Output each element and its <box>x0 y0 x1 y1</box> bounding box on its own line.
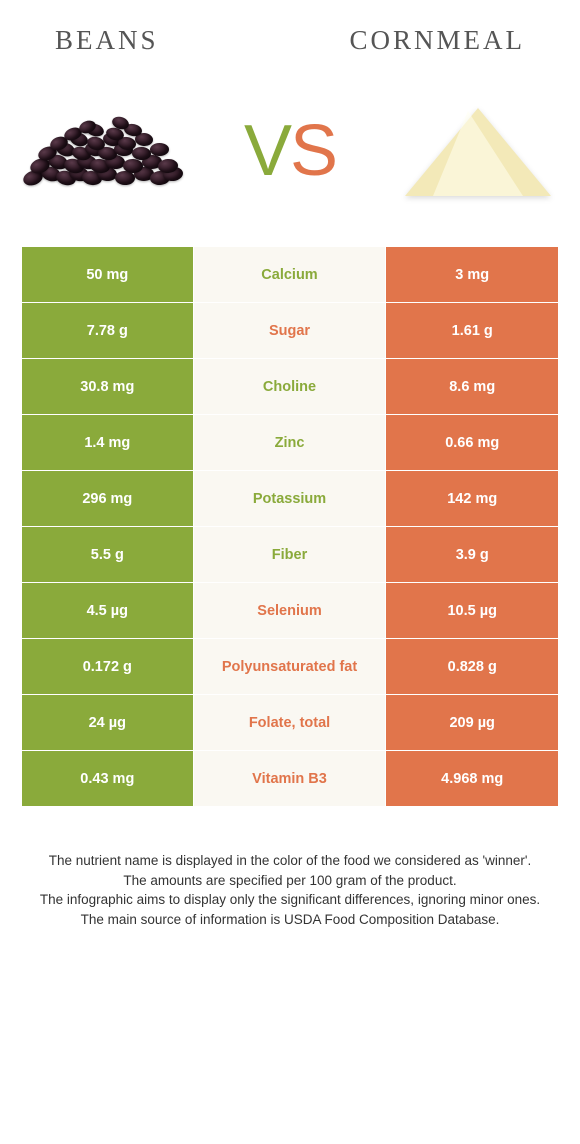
right-value: 0.66 mg <box>386 415 558 470</box>
nutrient-table: 50 mgCalcium3 mg7.78 gSugar1.61 g30.8 mg… <box>22 246 558 806</box>
table-row: 30.8 mgCholine8.6 mg <box>22 358 558 414</box>
table-row: 296 mgPotassium142 mg <box>22 470 558 526</box>
nutrient-label: Polyunsaturated fat <box>194 639 387 694</box>
beans-image <box>20 91 185 211</box>
header: BEANS CORNMEAL <box>0 0 580 71</box>
left-food-title: BEANS <box>55 25 159 56</box>
versus-row: V S <box>0 71 580 246</box>
left-value: 296 mg <box>22 471 194 526</box>
right-value: 1.61 g <box>386 303 558 358</box>
table-row: 24 µgFolate, total209 µg <box>22 694 558 750</box>
right-value: 209 µg <box>386 695 558 750</box>
footer-line: The infographic aims to display only the… <box>28 890 552 910</box>
table-row: 0.43 mgVitamin B34.968 mg <box>22 750 558 806</box>
nutrient-label: Folate, total <box>194 695 387 750</box>
nutrient-label: Zinc <box>194 415 387 470</box>
nutrient-label: Sugar <box>194 303 387 358</box>
left-value: 1.4 mg <box>22 415 194 470</box>
vs-v: V <box>244 110 290 192</box>
nutrient-label: Fiber <box>194 527 387 582</box>
vs-s: S <box>290 110 336 192</box>
left-value: 24 µg <box>22 695 194 750</box>
right-value: 10.5 µg <box>386 583 558 638</box>
right-value: 8.6 mg <box>386 359 558 414</box>
table-row: 0.172 gPolyunsaturated fat0.828 g <box>22 638 558 694</box>
right-value: 0.828 g <box>386 639 558 694</box>
nutrient-label: Potassium <box>194 471 387 526</box>
table-row: 50 mgCalcium3 mg <box>22 246 558 302</box>
nutrient-label: Calcium <box>194 247 387 302</box>
right-value: 3.9 g <box>386 527 558 582</box>
footer-line: The nutrient name is displayed in the co… <box>28 851 552 871</box>
nutrient-label: Vitamin B3 <box>194 751 387 806</box>
nutrient-label: Choline <box>194 359 387 414</box>
left-value: 30.8 mg <box>22 359 194 414</box>
left-value: 7.78 g <box>22 303 194 358</box>
left-value: 0.43 mg <box>22 751 194 806</box>
right-food-title: CORNMEAL <box>349 25 525 56</box>
right-value: 4.968 mg <box>386 751 558 806</box>
left-value: 0.172 g <box>22 639 194 694</box>
cornmeal-image <box>395 91 560 211</box>
table-row: 7.78 gSugar1.61 g <box>22 302 558 358</box>
left-value: 5.5 g <box>22 527 194 582</box>
footer-line: The amounts are specified per 100 gram o… <box>28 871 552 891</box>
table-row: 4.5 µgSelenium10.5 µg <box>22 582 558 638</box>
left-value: 50 mg <box>22 247 194 302</box>
right-value: 3 mg <box>386 247 558 302</box>
right-value: 142 mg <box>386 471 558 526</box>
nutrient-label: Selenium <box>194 583 387 638</box>
table-row: 1.4 mgZinc0.66 mg <box>22 414 558 470</box>
vs-label: V S <box>244 110 336 192</box>
left-value: 4.5 µg <box>22 583 194 638</box>
footer-notes: The nutrient name is displayed in the co… <box>0 806 580 959</box>
table-row: 5.5 gFiber3.9 g <box>22 526 558 582</box>
footer-line: The main source of information is USDA F… <box>28 910 552 930</box>
